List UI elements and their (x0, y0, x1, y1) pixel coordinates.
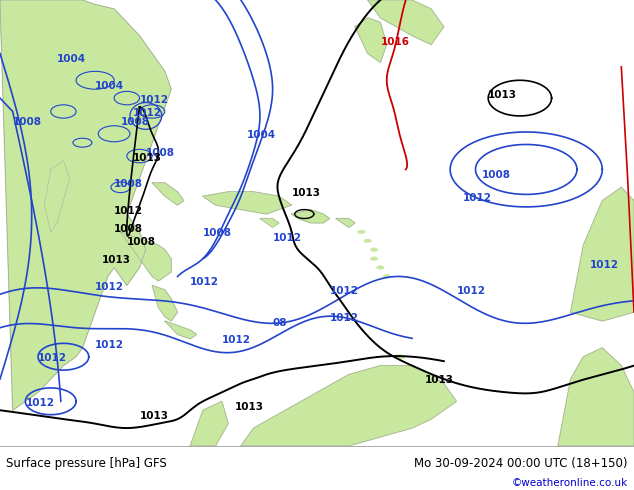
Ellipse shape (364, 239, 372, 243)
Text: 1008: 1008 (13, 117, 42, 127)
Text: 1012: 1012 (114, 206, 143, 216)
Polygon shape (368, 0, 444, 45)
Polygon shape (44, 161, 70, 232)
Text: 1013: 1013 (101, 255, 131, 265)
Text: 1013: 1013 (425, 375, 454, 386)
Ellipse shape (394, 354, 405, 359)
Ellipse shape (370, 248, 378, 251)
Polygon shape (120, 232, 171, 281)
Polygon shape (292, 210, 330, 223)
Text: 1013: 1013 (235, 402, 264, 412)
Polygon shape (203, 192, 292, 214)
Text: ©weatheronline.co.uk: ©weatheronline.co.uk (512, 478, 628, 488)
Text: 1013: 1013 (133, 152, 162, 163)
Text: 1012: 1012 (330, 313, 359, 323)
Text: 1012: 1012 (133, 108, 162, 118)
Text: 1012: 1012 (190, 277, 219, 287)
Ellipse shape (383, 275, 391, 278)
Text: 1012: 1012 (273, 233, 302, 243)
Polygon shape (571, 187, 634, 321)
Polygon shape (190, 401, 228, 446)
Ellipse shape (370, 257, 378, 260)
Text: 1016: 1016 (380, 37, 410, 47)
Polygon shape (260, 219, 279, 227)
Text: 1012: 1012 (590, 260, 619, 270)
Ellipse shape (377, 266, 384, 270)
Polygon shape (558, 348, 634, 446)
Text: 1008: 1008 (114, 224, 143, 234)
Text: 1012: 1012 (95, 340, 124, 350)
Text: 1008: 1008 (146, 148, 175, 158)
Text: Surface pressure [hPa] GFS: Surface pressure [hPa] GFS (6, 457, 167, 470)
Polygon shape (152, 285, 178, 321)
Text: 1004: 1004 (57, 54, 86, 64)
Text: 1004: 1004 (247, 130, 276, 140)
Text: 1012: 1012 (222, 335, 251, 345)
Text: 1004: 1004 (95, 81, 124, 91)
Text: 1012: 1012 (463, 193, 492, 203)
Text: 1008: 1008 (114, 179, 143, 189)
Text: 1008: 1008 (120, 117, 150, 127)
Text: 1012: 1012 (25, 398, 55, 408)
Polygon shape (0, 0, 171, 410)
Polygon shape (241, 366, 456, 446)
Text: 1008: 1008 (482, 171, 511, 180)
Text: 1008: 1008 (203, 228, 232, 238)
Text: 1012: 1012 (38, 353, 67, 363)
Polygon shape (152, 183, 184, 205)
Text: Mo 30-09-2024 00:00 UTC (18+150): Mo 30-09-2024 00:00 UTC (18+150) (414, 457, 628, 470)
Text: 08: 08 (273, 318, 287, 327)
Ellipse shape (358, 230, 365, 234)
Polygon shape (336, 219, 355, 227)
Polygon shape (165, 321, 197, 339)
Text: 1012: 1012 (95, 282, 124, 292)
Text: 1012: 1012 (456, 286, 486, 296)
Text: 1013: 1013 (292, 188, 321, 198)
Text: 1012: 1012 (330, 286, 359, 296)
Text: 1008: 1008 (127, 237, 156, 247)
Text: 1012: 1012 (139, 95, 169, 104)
Text: 1013: 1013 (488, 90, 517, 100)
Text: 1013: 1013 (139, 411, 169, 421)
Polygon shape (355, 18, 387, 62)
